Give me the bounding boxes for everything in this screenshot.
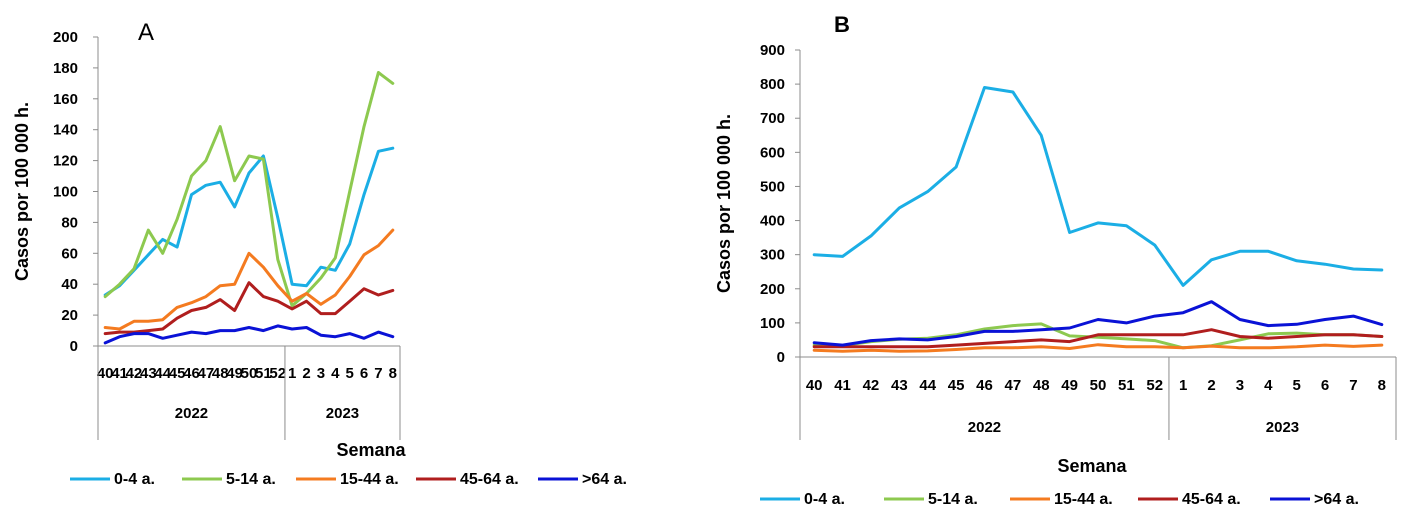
legend-label: 5-14 a. — [226, 471, 276, 488]
x-tick-label: 7 — [374, 365, 382, 382]
x-tick-label: 6 — [1321, 377, 1329, 394]
x-tick-label: 43 — [140, 365, 157, 382]
panel-label: B — [834, 12, 850, 37]
y-tick-label: 100 — [760, 315, 785, 332]
x-tick-label: 2 — [302, 365, 310, 382]
panel-label: A — [138, 19, 154, 46]
legend-label: 45-64 a. — [460, 471, 519, 488]
x-tick-label: 46 — [183, 365, 200, 382]
x-tick-label: 49 — [226, 365, 243, 382]
x-tick-label: 44 — [919, 377, 936, 394]
y-tick-label: 160 — [53, 91, 78, 108]
x-tick-label: 1 — [288, 365, 296, 382]
x-tick-label: 51 — [1118, 377, 1135, 394]
x-group-label: 2023 — [1266, 419, 1299, 436]
legend-label: 5-14 a. — [928, 491, 978, 508]
x-tick-label: 1 — [1179, 377, 1187, 394]
x-axis-title: Semana — [1057, 456, 1127, 476]
y-tick-label: 120 — [53, 153, 78, 170]
y-tick-label: 300 — [760, 247, 785, 264]
series-line-0-4-a — [103, 146, 395, 297]
series-line-45-64-a — [103, 281, 395, 336]
x-group-label: 2023 — [326, 405, 359, 422]
y-axis-title: Casos por 100 000 h. — [12, 102, 32, 281]
y-tick-label: 400 — [760, 213, 785, 230]
x-tick-label: 42 — [863, 377, 880, 394]
x-group-label: 2022 — [175, 405, 208, 422]
legend-label: 15-44 a. — [340, 471, 399, 488]
x-group-label: 2022 — [968, 419, 1001, 436]
x-tick-label: 50 — [241, 365, 258, 382]
series-line-64-a — [103, 324, 395, 345]
x-tick-label: 5 — [345, 365, 353, 382]
x-tick-label: 40 — [97, 365, 114, 382]
y-tick-label: 500 — [760, 178, 785, 195]
y-tick-label: 200 — [760, 281, 785, 298]
y-tick-label: 180 — [53, 60, 78, 77]
chart-panel-b: B 0 100 200 300 400 500 600 700 800 900 Casos por 1… — [714, 12, 1397, 508]
series-line-64-a — [812, 300, 1384, 347]
y-tick-label: 600 — [760, 144, 785, 161]
y-tick-label: 20 — [61, 307, 78, 324]
legend-label: 0-4 a. — [114, 471, 155, 488]
x-tick-label: 4 — [1264, 377, 1273, 394]
y-tick-label: 140 — [53, 122, 78, 139]
legend-label: 45-64 a. — [1182, 491, 1241, 508]
x-tick-label: 40 — [806, 377, 823, 394]
legend: 0-4 a. 5-14 a. 15-44 a. 45-64 a. >64 a. — [70, 471, 627, 488]
x-tick-label: 47 — [1005, 377, 1022, 394]
y-tick-label: 900 — [760, 42, 785, 59]
x-tick-label: 48 — [1033, 377, 1050, 394]
y-axis-title: Casos por 100 000 h. — [714, 114, 734, 293]
y-tick-label: 60 — [61, 245, 78, 262]
x-tick-label: 8 — [1378, 377, 1386, 394]
x-tick-label: 7 — [1349, 377, 1357, 394]
x-tick-label: 45 — [169, 365, 186, 382]
y-tick-label: 80 — [61, 214, 78, 231]
y-tick-label: 0 — [70, 338, 78, 355]
legend-label: >64 a. — [1314, 491, 1359, 508]
x-tick-label: 52 — [269, 365, 286, 382]
x-tick-label: 41 — [834, 377, 851, 394]
x-tick-label: 49 — [1061, 377, 1078, 394]
series-line-5-14-a — [103, 71, 395, 308]
legend-label: 0-4 a. — [804, 491, 845, 508]
series-line-45-64-a — [812, 328, 1384, 349]
x-tick-label: 42 — [126, 365, 143, 382]
series-line-15-44-a — [812, 343, 1384, 353]
legend-label: 15-44 a. — [1054, 491, 1113, 508]
x-tick-label: 50 — [1090, 377, 1107, 394]
x-tick-label: 46 — [976, 377, 993, 394]
x-tick-label: 48 — [212, 365, 229, 382]
series-line-0-4-a — [812, 86, 1384, 287]
x-tick-label: 5 — [1292, 377, 1300, 394]
x-tick-label: 45 — [948, 377, 965, 394]
x-tick-label: 2 — [1207, 377, 1215, 394]
y-tick-label: 100 — [53, 184, 78, 201]
x-tick-label: 43 — [891, 377, 908, 394]
y-tick-label: 200 — [53, 29, 78, 46]
y-tick-label: 0 — [777, 349, 785, 366]
y-tick-label: 800 — [760, 76, 785, 93]
x-tick-label: 3 — [317, 365, 325, 382]
x-tick-label: 51 — [255, 365, 272, 382]
legend-label: >64 a. — [582, 471, 627, 488]
x-tick-label: 44 — [154, 365, 171, 382]
y-tick-label: 700 — [760, 110, 785, 127]
x-axis-title: Semana — [336, 440, 406, 460]
x-tick-label: 6 — [360, 365, 368, 382]
x-tick-label: 4 — [331, 365, 340, 382]
y-tick-label: 40 — [61, 276, 78, 293]
x-tick-label: 41 — [111, 365, 128, 382]
x-tick-label: 8 — [389, 365, 397, 382]
legend: 0-4 a. 5-14 a. 15-44 a. 45-64 a. >64 a. — [760, 491, 1359, 508]
x-tick-label: 47 — [198, 365, 215, 382]
x-tick-label: 52 — [1146, 377, 1163, 394]
series-line-15-44-a — [103, 228, 395, 331]
x-tick-label: 3 — [1236, 377, 1244, 394]
